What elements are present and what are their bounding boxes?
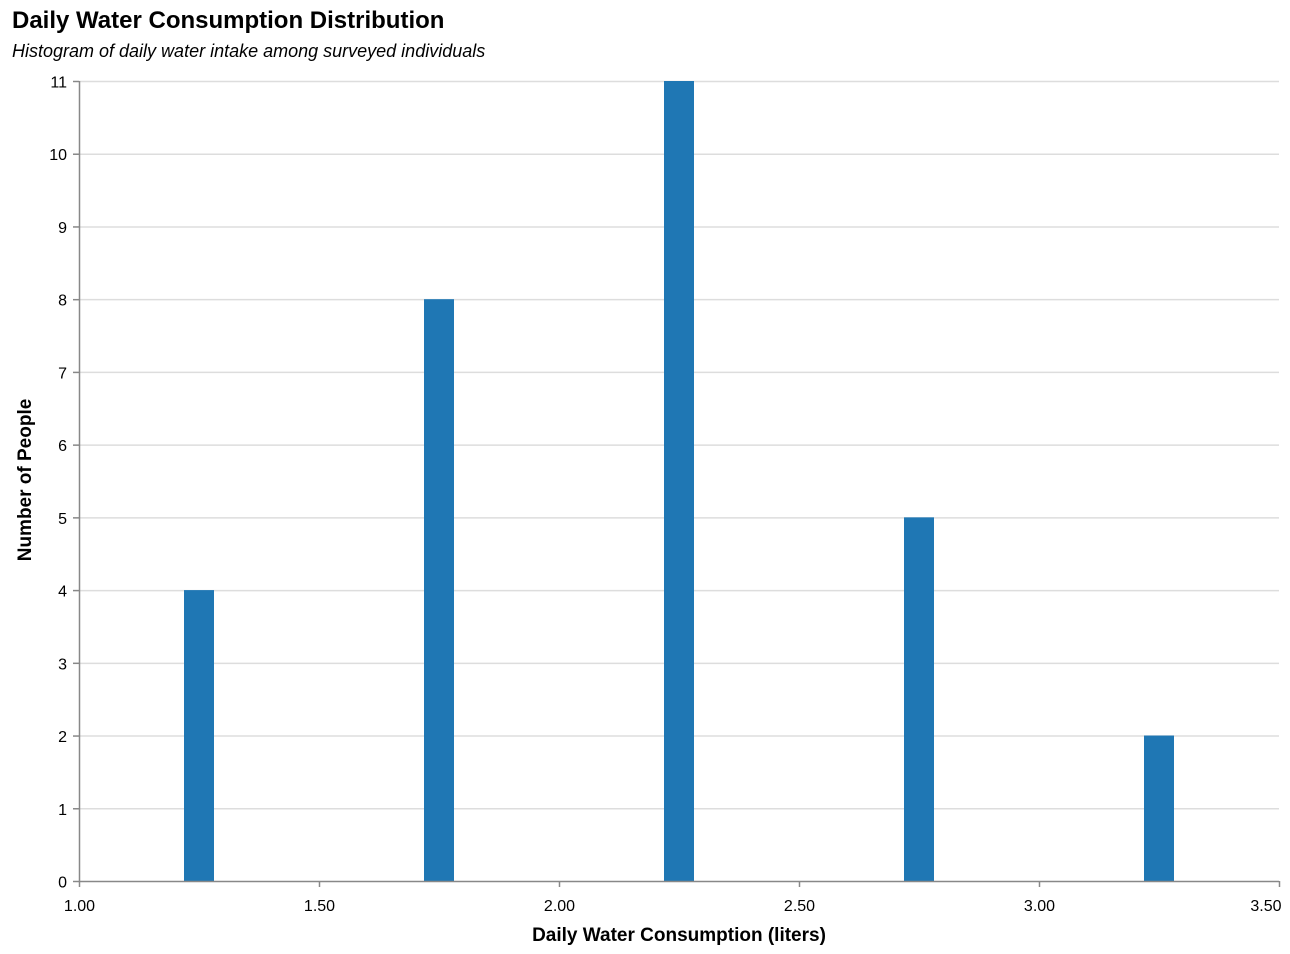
- histogram-bar: [1144, 735, 1174, 881]
- x-tick-label: 1.00: [64, 898, 95, 915]
- histogram-bar: [424, 299, 454, 881]
- x-tick-label: 1.50: [304, 898, 335, 915]
- x-tick-label: 3.00: [1024, 898, 1055, 915]
- y-tick-label: 10: [49, 147, 67, 164]
- y-tick-label: 8: [58, 293, 67, 310]
- y-tick-label: 2: [58, 729, 67, 746]
- y-tick-label: 3: [58, 656, 67, 673]
- chart-title: Daily Water Consumption Distribution: [12, 7, 445, 34]
- y-tick-label: 9: [58, 220, 67, 237]
- y-tick-label: 0: [58, 875, 67, 892]
- y-tick-label: 5: [58, 511, 67, 528]
- axes: 0 1 2 3 4 5 6 7 8 9 10 11 1.00 1.50 2.00 2.50 3.00 3.50: [49, 75, 1281, 916]
- x-axis-title: Daily Water Consumption (liters): [532, 925, 826, 946]
- y-tick-label: 11: [50, 75, 67, 92]
- y-tick-label: 1: [58, 802, 67, 819]
- histogram-bar: [904, 517, 934, 881]
- y-tick-label: 7: [58, 365, 67, 382]
- histogram-bar: [184, 590, 214, 881]
- y-tick-label: 6: [58, 438, 67, 455]
- y-axis-title: Number of People: [15, 399, 36, 562]
- y-tick-label: 4: [58, 584, 67, 601]
- histogram-bar: [664, 81, 694, 881]
- bars: [184, 81, 1174, 881]
- chart-subtitle: Histogram of daily water intake among su…: [12, 41, 486, 61]
- x-tick-label: 3.50: [1250, 898, 1281, 915]
- x-tick-label: 2.00: [544, 898, 575, 915]
- x-tick-label: 2.50: [784, 898, 815, 915]
